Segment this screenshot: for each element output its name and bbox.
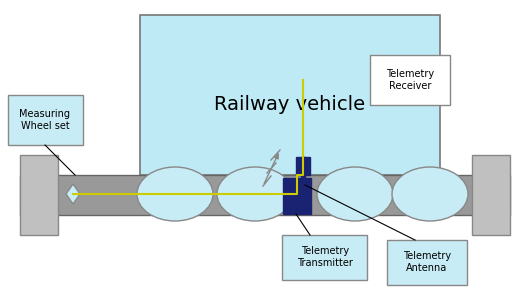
- Text: Telemetry
Transmitter: Telemetry Transmitter: [297, 246, 353, 268]
- Bar: [20, 155, 58, 235]
- Bar: [370, 55, 450, 105]
- Bar: [140, 15, 440, 175]
- Bar: [20, 175, 510, 215]
- Ellipse shape: [392, 167, 468, 221]
- Text: Telemetry
Receiver: Telemetry Receiver: [386, 69, 434, 91]
- Ellipse shape: [317, 167, 393, 221]
- Bar: [387, 240, 467, 285]
- Bar: [301, 157, 305, 185]
- Ellipse shape: [137, 167, 213, 221]
- Ellipse shape: [217, 167, 293, 221]
- Bar: [283, 178, 311, 214]
- Polygon shape: [66, 184, 80, 204]
- Bar: [8, 95, 83, 145]
- Text: Telemetry
Antenna: Telemetry Antenna: [403, 251, 451, 273]
- Text: Railway vehicle: Railway vehicle: [214, 95, 366, 115]
- Text: Measuring
Wheel set: Measuring Wheel set: [19, 109, 71, 131]
- Bar: [282, 235, 367, 280]
- Bar: [472, 155, 510, 235]
- Bar: [296, 157, 310, 175]
